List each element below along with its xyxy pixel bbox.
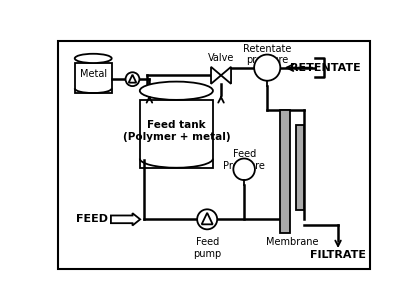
- Text: Valve: Valve: [208, 53, 234, 63]
- Ellipse shape: [140, 82, 213, 100]
- Circle shape: [197, 209, 217, 229]
- Bar: [75, 63, 112, 93]
- Text: Retentate
pressure: Retentate pressure: [243, 44, 291, 65]
- Text: FILTRATE: FILTRATE: [310, 250, 366, 260]
- Bar: [296, 125, 304, 210]
- Polygon shape: [221, 67, 231, 84]
- Ellipse shape: [75, 54, 112, 63]
- Text: Feed
Pressure: Feed Pressure: [223, 149, 265, 171]
- Circle shape: [234, 158, 255, 180]
- Polygon shape: [202, 213, 213, 224]
- Text: FEED: FEED: [76, 214, 108, 224]
- Text: Metal: Metal: [80, 69, 107, 79]
- FancyArrow shape: [111, 213, 140, 225]
- Circle shape: [254, 55, 280, 81]
- Text: Membrane: Membrane: [266, 237, 319, 247]
- Text: RETENTATE: RETENTATE: [290, 63, 361, 73]
- Text: Feed tank
(Polymer + metal): Feed tank (Polymer + metal): [123, 120, 230, 142]
- Bar: [280, 110, 290, 233]
- Polygon shape: [129, 75, 136, 83]
- Polygon shape: [211, 67, 221, 84]
- Bar: [140, 100, 213, 168]
- Text: Feed
pump: Feed pump: [193, 237, 221, 258]
- Circle shape: [126, 72, 139, 86]
